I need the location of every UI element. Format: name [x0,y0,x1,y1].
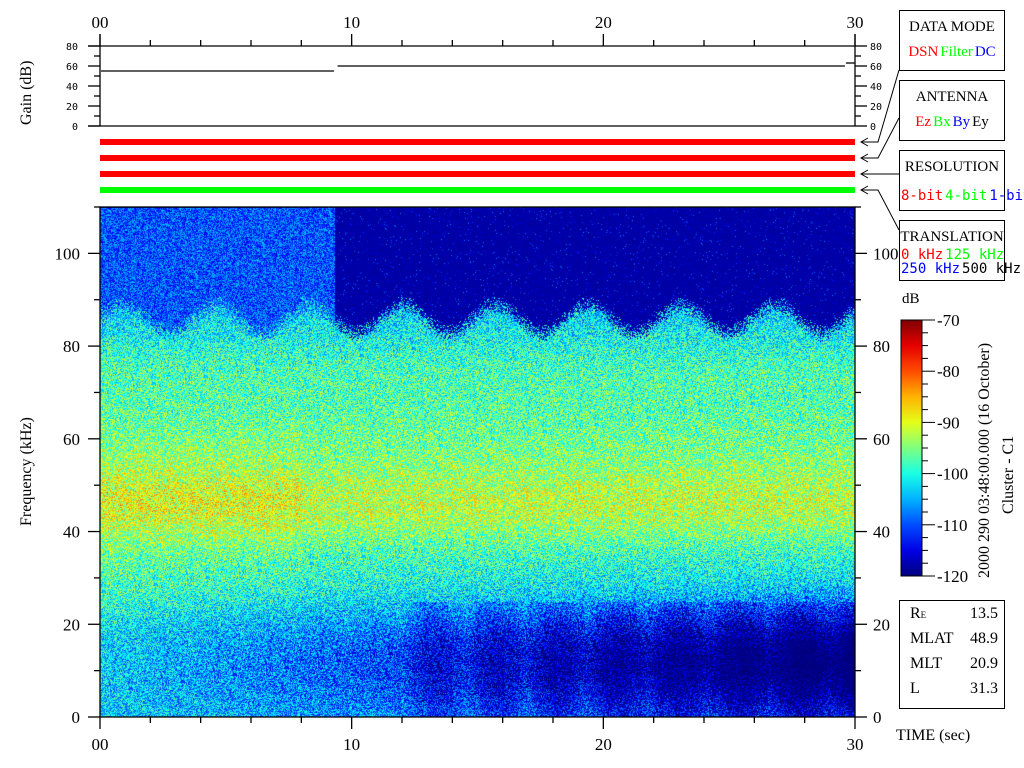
legend-antenna: ANTENNA Ez Bx By Ey [899,80,1005,141]
gain-tick-label: 20 [66,102,78,113]
colorbar-tick-label: -100 [937,465,968,484]
gain-tick-label: 0 [72,122,78,133]
colorbar [900,319,923,577]
gain-tick-label-right: 80 [870,42,882,53]
y-tick-label: 0 [72,708,81,727]
legend-option-125-khz: 125 kHz [945,247,1005,263]
legend-title: DATA MODE [909,19,995,35]
legend-arrowhead [859,169,869,179]
ephemeris-label: MLT [910,655,943,672]
ephemeris-value: 20.9 [970,655,998,672]
y-tick-label-right: 20 [873,615,890,634]
y-tick-label: 40 [63,523,80,542]
legend-option-dc: DC [974,44,996,60]
gain-tick-label-right: 60 [870,62,882,73]
legend-option-8-bit: 8-bit [901,188,944,204]
y-tick-label-right: 0 [873,708,882,727]
legend-option-ez: Ez [915,114,932,130]
y-tick-label-right: 60 [873,430,890,449]
x-tick-label: 20 [595,735,612,754]
status-bar-data-mode [100,139,855,145]
gain-axis-label: Gain (dB) [18,60,35,125]
spacecraft-label: Cluster - C1 [1000,435,1017,514]
legend-option-0-khz: 0 kHz [901,247,944,263]
legend-option-4-bit: 4-bit [945,188,988,204]
legend-option-500-khz: 500 kHz [962,261,1022,277]
colorbar-tick-label: -90 [937,413,960,432]
time-axis-label: TIME (sec) [896,727,971,744]
legend-option-bx: Bx [933,114,951,130]
x-tick-label: 30 [847,735,864,754]
status-bar-antenna [100,155,855,161]
ephemeris-row: L 31.3 [900,676,1004,701]
y-tick-label-right: 100 [873,244,899,263]
legend-option-ey: Ey [972,114,989,130]
legend-arrowhead [859,185,869,195]
ephemeris-label: MLAT [910,630,954,647]
gain-tick-label-right: 20 [870,102,882,113]
gain-tick-label: 80 [66,42,78,53]
y-tick-label: 60 [63,430,80,449]
status-bar-translation [100,187,855,193]
legend-title: RESOLUTION [904,159,1000,175]
legend-data-mode: DATA MODE DSN Filter DC [899,10,1005,71]
timestamp-label: 2000 290 03:48:00.000 (16 October) [976,342,993,578]
ephemeris-value: 13.5 [970,605,998,622]
legend-option-by: By [952,114,971,130]
x-tick-label: 10 [343,735,360,754]
spectrogram-frame [99,206,856,718]
legend-translation: TRANSLATION 0 kHz 125 kHz 250 kHz 500 kHz [899,220,1021,281]
legend-arrow [861,69,900,143]
legend-title: ANTENNA [915,89,989,105]
colorbar-tick-label: -110 [937,516,968,535]
legend-arrow [861,189,900,231]
legend-arrow [861,117,900,159]
ephemeris-label: L [910,680,920,697]
gain-tick-label-right: 40 [870,82,882,93]
y-tick-label-right: 40 [873,523,890,542]
legend-option-filter: Filter [940,44,973,60]
ephemeris-value: 48.9 [970,630,998,647]
y-tick-label: 20 [63,615,80,634]
x-tick-label-top: 00 [92,13,109,32]
y-tick-label: 80 [63,337,80,356]
x-tick-label: 00 [92,735,109,754]
legend-option-1-bit: 1-bit [989,188,1024,204]
ephemeris-row: MLAT 48.9 [900,626,1004,651]
x-tick-label-top: 30 [847,13,864,32]
legend-option-dsn: DSN [908,44,939,60]
legend-title: TRANSLATION [900,229,1004,245]
colorbar-tick-label: -80 [937,362,960,381]
status-bar-resolution [100,171,855,177]
ephemeris-row: RE 13.5 [900,601,1004,626]
legend-arrowhead [859,153,869,163]
colorbar-label: dB [902,291,920,307]
gain-tick-label: 60 [66,62,78,73]
frequency-axis-label: Frequency (kHz) [18,417,35,526]
gain-tick-label-right: 0 [870,122,876,133]
y-tick-label-right: 80 [873,337,890,356]
ephemeris-box: RE 13.5 MLAT 48.9 MLT 20.9 L 31.3 [899,600,1005,709]
ephemeris-row: MLT 20.9 [900,651,1004,676]
colorbar-tick-label: -70 [937,311,960,330]
spectrogram-heatmap [100,207,855,717]
legend-arrowhead [859,137,869,147]
x-tick-label-top: 10 [343,13,360,32]
gain-tick-label: 40 [66,82,78,93]
ephemeris-value: 31.3 [970,680,998,697]
y-tick-label: 100 [55,244,81,263]
ephemeris-label: RE [910,605,927,622]
legend-option-250-khz: 250 kHz [901,261,961,277]
x-tick-label-top: 20 [595,13,612,32]
colorbar-tick-label: -120 [937,567,968,586]
